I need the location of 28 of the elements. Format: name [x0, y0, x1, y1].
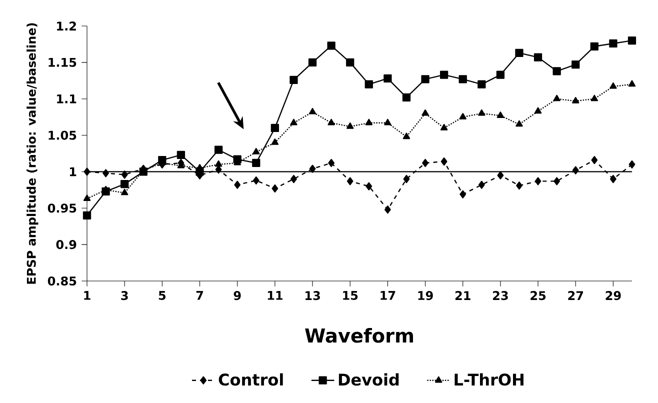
x-tick-label: 5: [158, 291, 166, 300]
x-tick-label: 11: [268, 291, 282, 300]
x-tick-label: 7: [196, 291, 203, 300]
x-tick-label: 17: [380, 291, 396, 300]
x-tick-label: 15: [343, 291, 358, 300]
y-tick-label: 1: [70, 167, 76, 176]
x-tick-label: 1: [84, 291, 90, 300]
x-tick-label: 13: [306, 291, 320, 300]
x-tick-label: 21: [455, 291, 470, 300]
x-tick-label: 9: [234, 291, 241, 300]
x-tick-label: 27: [568, 291, 584, 300]
legend-label: Control: [218, 373, 283, 386]
legend-label: L-ThrOH: [454, 373, 524, 386]
legend-label: Devoid: [338, 373, 399, 386]
y-tick-label: 1.1: [57, 94, 76, 104]
x-tick-label: 29: [606, 291, 621, 300]
y-tick-label: 1.2: [57, 22, 76, 30]
x-tick-label: 3: [121, 291, 128, 300]
x-axis-title: Waveform: [305, 328, 413, 343]
x-tick-label: 23: [493, 291, 508, 300]
y-tick-label: 0.95: [48, 204, 76, 213]
y-tick-label: 0.9: [56, 240, 76, 250]
x-tick-label: 25: [530, 291, 546, 300]
y-tick-label: 1.15: [48, 58, 76, 67]
y-axis-title: EPSP amplitude (ratio: value/baseline): [26, 23, 38, 284]
x-tick-label: 19: [418, 291, 433, 300]
y-tick-label: 1.05: [48, 130, 76, 140]
y-tick-label: 0.85: [48, 276, 76, 286]
